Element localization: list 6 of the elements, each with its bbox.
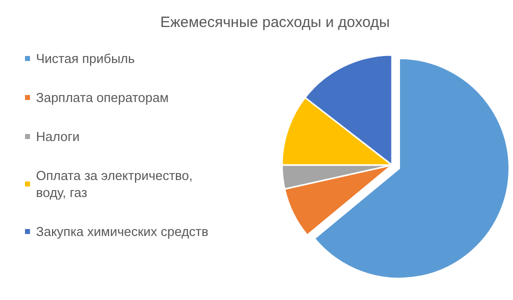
legend-label: Чистая прибыль xyxy=(36,51,136,66)
legend-label: Оплата за электричество, воду, газ xyxy=(36,168,193,200)
legend-label: Закупка химических средств xyxy=(36,224,209,239)
legend-label: Зарплата операторам xyxy=(36,90,169,105)
chart-title: Ежемесячные расходы и доходы xyxy=(160,14,390,31)
legend-label: Налоги xyxy=(36,129,80,144)
